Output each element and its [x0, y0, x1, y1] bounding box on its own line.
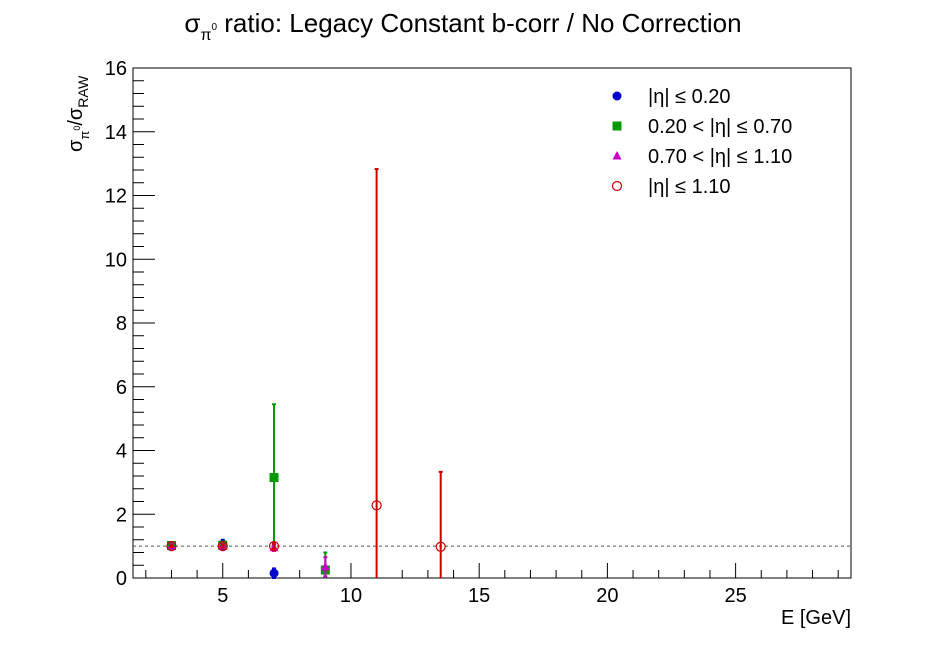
x-tick-label: 25 [724, 585, 746, 607]
y-tick-label: 8 [116, 313, 127, 335]
data-point [320, 561, 330, 571]
data-point [435, 541, 446, 552]
legend-marker [612, 151, 622, 160]
y-tick-label: 2 [116, 504, 127, 526]
y-tick-label: 4 [116, 441, 127, 463]
x-tick-label: 15 [468, 585, 490, 607]
data-point [269, 568, 279, 578]
chart-title: σπ0 ratio: Legacy Constant b-corr / No C… [184, 8, 741, 44]
plot-area-border [132, 67, 852, 579]
y-tick-label: 6 [116, 377, 127, 399]
x-tick-label: 20 [596, 585, 618, 607]
y-tick-label: 12 [105, 186, 127, 208]
y-tick-label: 0 [116, 568, 127, 590]
y-tick-label: 16 [105, 58, 127, 80]
legend-label: 0.20 < |η| ≤ 0.70 [648, 116, 792, 138]
x-tick-label: 5 [217, 585, 228, 607]
plot-frame [132, 67, 852, 579]
data-point [166, 541, 177, 552]
legend-marker [611, 180, 623, 192]
y-tick-label: 14 [105, 122, 127, 144]
x-tick-label: 10 [340, 585, 362, 607]
legend: |η| ≤ 0.20 0.20 < |η| ≤ 0.70 0.70 < |η| ≤ … [611, 86, 792, 198]
data-point [371, 500, 382, 511]
series-1 [166, 403, 330, 578]
legend-label: |η| ≤ 0.20 [648, 86, 731, 108]
data-series [166, 168, 446, 579]
y-axis-label: σπ0/σRAW [65, 75, 92, 152]
axis-ticks: 5 10 15 20 25 0 2 4 6 8 10 12 14 16 [105, 58, 839, 607]
legend-label: |η| ≤ 1.10 [648, 176, 731, 198]
legend-marker [612, 121, 622, 131]
series-3 [166, 168, 446, 578]
data-point [268, 541, 280, 552]
data-point [269, 473, 279, 483]
legend-marker [612, 91, 622, 101]
x-axis-label: E [GeV] [781, 607, 851, 629]
data-point [217, 541, 228, 552]
y-tick-label: 10 [105, 249, 127, 271]
legend-label: 0.70 < |η| ≤ 1.10 [648, 146, 792, 168]
